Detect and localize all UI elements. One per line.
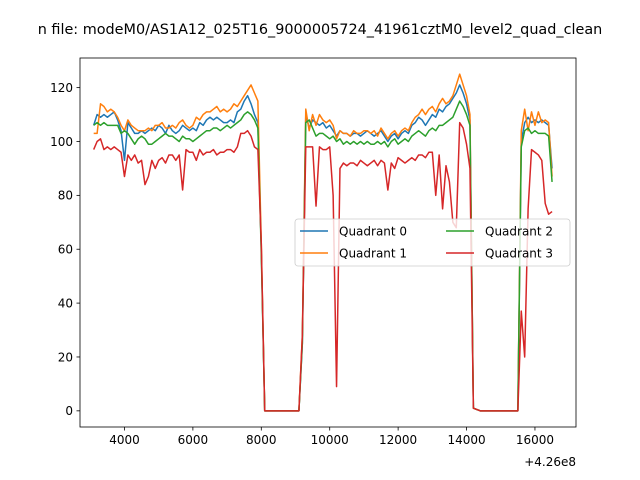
x-axis-offset-label: +4.26e8 (524, 455, 576, 469)
legend-entry-quadrant-2: Quadrant 2 (446, 224, 553, 238)
series-line-quadrant-2 (93, 100, 553, 412)
x-tick-label: 4000 (109, 433, 140, 447)
series-line-quadrant-3 (92, 121, 553, 412)
y-tick-label: 60 (58, 243, 73, 257)
legend-label: Quadrant 2 (485, 224, 553, 238)
legend-entry-quadrant-3: Quadrant 3 (446, 246, 553, 260)
series-line-quadrant-1 (93, 73, 553, 412)
legend-frame (294, 218, 571, 267)
y-tick-label: 40 (58, 296, 73, 310)
y-tick-label: 20 (58, 350, 73, 364)
series-line-quadrant-0 (92, 84, 553, 412)
y-tick-label: 0 (65, 404, 73, 418)
y-tick-label: 100 (50, 135, 73, 149)
x-axis: 4000 6000 8000 10000 12000 14000 16000 (109, 427, 554, 447)
x-tick-label: 16000 (516, 433, 554, 447)
x-tick-label: 8000 (246, 433, 277, 447)
chart-title: n file: modeM0/AS1A12_025T16_9000005724_… (38, 22, 603, 38)
legend-label: Quadrant 0 (339, 224, 407, 238)
y-tick-label: 80 (58, 189, 73, 203)
legend: Quadrant 0 Quadrant 1 Quadrant 2 Quadrant 3 (294, 218, 571, 267)
x-tick-label: 6000 (178, 433, 209, 447)
legend-label: Quadrant 3 (485, 246, 553, 260)
x-tick-label: 12000 (379, 433, 417, 447)
legend-entry-quadrant-0: Quadrant 0 (300, 224, 407, 238)
legend-label: Quadrant 1 (339, 246, 407, 260)
y-axis: 0 20 40 60 80 100 120 (50, 81, 80, 418)
x-tick-label: 14000 (447, 433, 485, 447)
plot-area-frame (79, 57, 577, 428)
x-tick-label: 10000 (311, 433, 349, 447)
legend-entry-quadrant-1: Quadrant 1 (300, 246, 407, 260)
y-tick-label: 120 (50, 81, 73, 95)
